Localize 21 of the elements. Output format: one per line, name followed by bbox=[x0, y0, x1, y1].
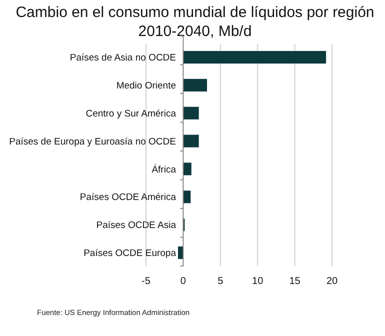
y-tick-label: Medio Oriente bbox=[116, 80, 176, 92]
x-tick-label: 5 bbox=[218, 276, 224, 287]
x-tick-label: 10 bbox=[252, 276, 264, 287]
bar bbox=[183, 50, 326, 64]
y-tick-label: África bbox=[152, 163, 177, 176]
x-tick-label: 20 bbox=[326, 276, 338, 287]
x-tick-label: -5 bbox=[142, 276, 151, 287]
bar bbox=[183, 134, 199, 148]
y-tick-label: Países OCDE América bbox=[80, 192, 177, 204]
y-tick-label: Países OCDE Asia bbox=[96, 220, 177, 232]
bar bbox=[183, 78, 208, 92]
x-tick-label: 15 bbox=[289, 276, 301, 287]
bar bbox=[183, 190, 191, 204]
x-tick-label: 0 bbox=[180, 276, 186, 287]
y-tick-label: Países OCDE Europa bbox=[84, 248, 177, 260]
y-tick-label: Países de Asia no OCDE bbox=[70, 52, 176, 64]
y-tick-label: Países de Europa y Euroasía no OCDE bbox=[9, 136, 176, 148]
chart-title: Cambio en el consumo mundial de líquidos por región 2010-2040, Mb/d bbox=[16, 4, 374, 40]
bar bbox=[183, 106, 199, 120]
bar bbox=[183, 162, 192, 176]
y-tick-label: Centro y Sur América bbox=[86, 108, 177, 120]
